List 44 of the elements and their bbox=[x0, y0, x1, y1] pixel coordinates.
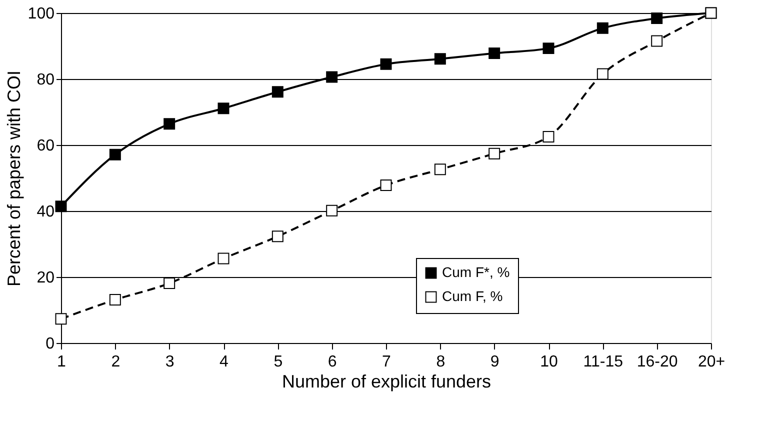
x-tick-label: 5 bbox=[274, 354, 283, 370]
legend-label: Cum F, % bbox=[442, 288, 503, 304]
point bbox=[326, 71, 338, 83]
point bbox=[542, 42, 554, 54]
y-tick-label: 20 bbox=[36, 270, 55, 286]
point bbox=[55, 200, 67, 212]
point bbox=[434, 53, 446, 65]
x-tick-label: 10 bbox=[540, 354, 558, 370]
x-tick-label: 11-15 bbox=[583, 354, 624, 370]
y-tick-label: 80 bbox=[36, 72, 55, 88]
x-tick-label: 9 bbox=[490, 354, 500, 370]
point bbox=[218, 252, 230, 264]
y-tick-label: 40 bbox=[36, 204, 55, 220]
point bbox=[542, 131, 554, 142]
point bbox=[109, 148, 121, 160]
y-tick-label: 60 bbox=[36, 138, 55, 154]
point bbox=[218, 102, 230, 114]
x-tick-label: 1 bbox=[57, 354, 66, 370]
y-axis-title: Percent of papers with COI bbox=[4, 70, 24, 287]
x-axis-title: Number of explicit funders bbox=[282, 372, 492, 392]
point bbox=[380, 58, 392, 70]
point bbox=[272, 86, 284, 98]
x-tick-label: 3 bbox=[165, 354, 174, 370]
point bbox=[55, 313, 67, 325]
point bbox=[109, 294, 121, 306]
point bbox=[326, 204, 338, 216]
point bbox=[488, 48, 500, 60]
point bbox=[651, 12, 663, 24]
x-tick-label: 4 bbox=[220, 354, 229, 370]
y-tick-label: 100 bbox=[28, 6, 55, 22]
y-tick-label: 0 bbox=[46, 336, 55, 352]
point bbox=[434, 164, 446, 176]
x-tick-label: 7 bbox=[382, 354, 392, 370]
point bbox=[596, 22, 608, 34]
legend-label: Cum F*, % bbox=[442, 264, 510, 280]
x-tick-label: 20+ bbox=[698, 354, 726, 370]
point bbox=[272, 230, 284, 242]
x-tick-label: 16-20 bbox=[636, 354, 678, 370]
x-tick-label: 6 bbox=[328, 354, 337, 370]
x-tick-label: 2 bbox=[111, 354, 120, 370]
point bbox=[488, 148, 500, 160]
point bbox=[651, 35, 663, 47]
point bbox=[164, 118, 176, 130]
x-tick-label: 8 bbox=[436, 354, 446, 370]
